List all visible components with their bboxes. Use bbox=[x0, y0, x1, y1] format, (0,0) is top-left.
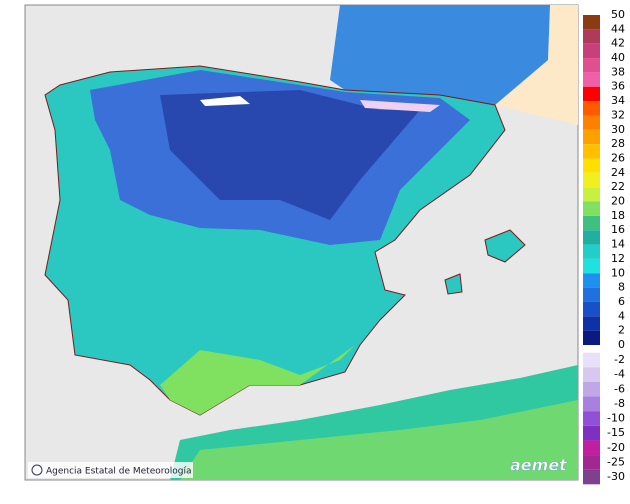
legend-label: 4 bbox=[618, 309, 625, 322]
legend-swatch bbox=[583, 230, 600, 245]
legend-swatch bbox=[583, 72, 600, 87]
legend-label: 44 bbox=[611, 22, 625, 35]
snow-area bbox=[200, 96, 250, 106]
legend-swatch bbox=[583, 201, 600, 216]
legend-swatch bbox=[583, 101, 600, 116]
legend-swatch bbox=[583, 258, 600, 274]
legend-swatch bbox=[583, 352, 600, 368]
legend-swatch bbox=[583, 316, 600, 331]
legend-label: 2 bbox=[618, 324, 625, 337]
legend-swatch bbox=[583, 144, 600, 159]
legend-swatch bbox=[583, 455, 600, 470]
legend: 5044424038363432302826242220181614121086… bbox=[583, 8, 625, 485]
legend-label: 12 bbox=[611, 252, 625, 265]
legend-label: 30 bbox=[611, 123, 625, 136]
legend-swatch bbox=[583, 29, 600, 44]
legend-label: 6 bbox=[618, 295, 625, 308]
legend-swatch bbox=[583, 129, 600, 145]
legend-label: 14 bbox=[611, 238, 625, 251]
legend-label: 24 bbox=[611, 166, 625, 179]
snow-area bbox=[360, 100, 440, 112]
legend-label: 28 bbox=[611, 137, 625, 150]
legend-label: 34 bbox=[611, 94, 625, 107]
legend-label: 20 bbox=[611, 195, 625, 208]
legend-swatch bbox=[583, 273, 600, 288]
legend-label: 50 bbox=[611, 8, 625, 21]
legend-label: 32 bbox=[611, 108, 625, 121]
legend-swatch bbox=[583, 381, 600, 397]
legend-swatch bbox=[583, 158, 600, 173]
legend-swatch bbox=[583, 469, 600, 485]
legend-label: -8 bbox=[614, 397, 625, 410]
copyright-icon bbox=[31, 464, 43, 476]
legend-swatch bbox=[583, 172, 600, 188]
legend-swatch bbox=[583, 367, 600, 382]
legend-label: 16 bbox=[611, 223, 625, 236]
legend-swatch bbox=[583, 187, 600, 202]
credit-box bbox=[28, 462, 193, 478]
legend-label: 0 bbox=[618, 338, 625, 351]
logo: aemet bbox=[510, 456, 568, 475]
legend-swatch bbox=[583, 411, 600, 426]
legend-label: 26 bbox=[611, 151, 625, 164]
legend-label: -25 bbox=[607, 455, 625, 468]
legend-swatch bbox=[583, 215, 600, 231]
legend-label: 36 bbox=[611, 80, 625, 93]
legend-swatch bbox=[583, 440, 600, 456]
legend-label: 18 bbox=[611, 209, 625, 222]
legend-label: 22 bbox=[611, 180, 625, 193]
legend-swatch bbox=[583, 330, 600, 345]
legend-swatch bbox=[583, 301, 600, 317]
legend-label: -30 bbox=[607, 470, 625, 483]
balearic-island bbox=[484, 229, 526, 263]
coldest-area bbox=[160, 90, 420, 220]
legend-label: 42 bbox=[611, 37, 625, 50]
legend-swatch bbox=[583, 86, 600, 102]
legend-swatch bbox=[583, 244, 600, 259]
warm-south-area bbox=[160, 345, 355, 415]
legend-swatch bbox=[583, 425, 600, 441]
legend-label: 10 bbox=[611, 266, 625, 279]
legend-label: 38 bbox=[611, 65, 625, 78]
legend-swatch bbox=[583, 396, 600, 412]
balearic-island bbox=[444, 273, 463, 295]
africa-warm-area bbox=[180, 400, 578, 480]
legend-swatch bbox=[583, 43, 600, 59]
legend-label: 40 bbox=[611, 51, 625, 64]
legend-label: -15 bbox=[607, 426, 625, 439]
legend-label: -4 bbox=[614, 368, 625, 381]
legend-swatch bbox=[583, 58, 600, 73]
legend-swatch bbox=[583, 15, 600, 30]
credit: Agencia Estatal de Meteorología bbox=[46, 467, 192, 477]
legend-label: -2 bbox=[614, 353, 625, 366]
legend-swatch bbox=[583, 115, 600, 130]
legend-label: -20 bbox=[607, 441, 625, 454]
legend-label: 8 bbox=[618, 281, 625, 294]
legend-swatch bbox=[583, 287, 600, 302]
france-cold-area bbox=[330, 5, 550, 105]
legend-label: -10 bbox=[607, 412, 625, 425]
legend-label: -6 bbox=[614, 382, 625, 395]
